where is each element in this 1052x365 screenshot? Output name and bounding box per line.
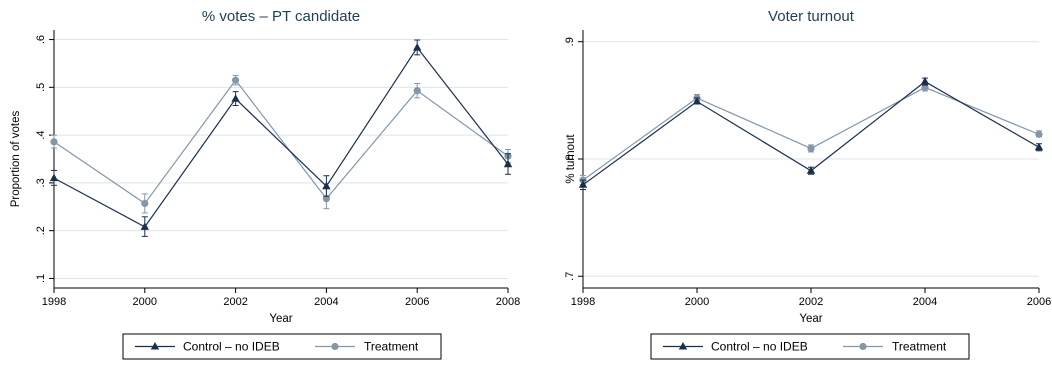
x-tick-label: 1998 (571, 296, 595, 308)
y-axis-label: % turnout (565, 134, 577, 184)
y-tick-label: .9 (564, 37, 576, 46)
legend-marker-control (150, 342, 160, 350)
legend-label-control: Control – no IDEB (183, 340, 280, 354)
x-tick-label: 2004 (314, 296, 338, 308)
data-point-triangle (1034, 142, 1044, 151)
data-point-triangle (49, 173, 59, 182)
x-tick-label: 1998 (42, 296, 66, 308)
y-tick-label: .6 (35, 35, 47, 44)
data-point-triangle (413, 43, 422, 51)
x-tick-label: 2000 (133, 296, 157, 308)
x-axis-label: Year (799, 313, 822, 325)
data-point-circle (232, 76, 240, 84)
legend-box (650, 333, 970, 360)
data-point-triangle (806, 166, 816, 174)
data-point-circle (322, 195, 330, 203)
data-point-circle (141, 199, 149, 208)
x-tick-label: 2006 (405, 296, 429, 308)
legend-box (122, 333, 442, 360)
series-line (582, 86, 1040, 181)
chart-title: % votes – PT candidate (202, 8, 360, 25)
legend: Control – no IDEB Treatment (650, 333, 970, 360)
legend-label-treatment: Treatment (364, 340, 419, 354)
data-point-circle (50, 138, 58, 146)
y-tick-label: .3 (35, 178, 47, 187)
chart-votes-pt: .1 .2 .3 .4 .5 .6 1998 2000 2002 2004 2006 2008 % vo… (10, 8, 520, 360)
data-point-triangle (140, 222, 149, 230)
chart-voter-turnout: .7 .8 .9 1998 2000 2002 2004 2006 Voter turnout Y… (564, 8, 1051, 360)
x-tick-label: 2006 (1027, 296, 1051, 308)
data-point-circle (1035, 130, 1043, 138)
legend-marker-treatment (331, 342, 339, 351)
x-tick-label: 2004 (913, 296, 937, 308)
data-point-triangle (231, 94, 240, 102)
legend-marker-control (678, 342, 688, 350)
y-tick-label: .2 (35, 226, 47, 235)
data-point-circle (807, 144, 815, 153)
legend-label-control: Control – no IDEB (711, 340, 808, 354)
series-line (53, 46, 509, 228)
legend: Control – no IDEB Treatment (122, 333, 442, 360)
data-point-triangle (503, 159, 513, 168)
x-tick-label: 2002 (799, 296, 823, 308)
x-tick-label: 2000 (685, 296, 709, 308)
x-tick-label: 2008 (496, 296, 520, 308)
data-point-triangle (920, 77, 930, 85)
data-point-triangle (578, 180, 588, 188)
y-tick-label: .1 (35, 274, 47, 283)
data-point-circle (413, 87, 421, 95)
x-tick-label: 2002 (223, 296, 247, 308)
data-point-circle (921, 83, 929, 92)
series-control (49, 39, 513, 237)
data-point-triangle (692, 97, 702, 105)
y-tick-label: .4 (35, 131, 47, 140)
data-point-triangle (322, 181, 331, 190)
series-line (53, 79, 509, 205)
y-axis-label: Proportion of votes (10, 110, 22, 207)
y-tick-label: .5 (35, 83, 47, 92)
x-axis-label: Year (269, 313, 292, 325)
chart-title: Voter turnout (768, 8, 855, 25)
legend-label-treatment: Treatment (892, 340, 947, 354)
y-tick-label: .8 (564, 154, 576, 163)
legend-marker-treatment (859, 342, 867, 351)
y-tick-label: .7 (564, 272, 576, 281)
series-treatment (50, 74, 512, 214)
series-control (578, 77, 1044, 190)
